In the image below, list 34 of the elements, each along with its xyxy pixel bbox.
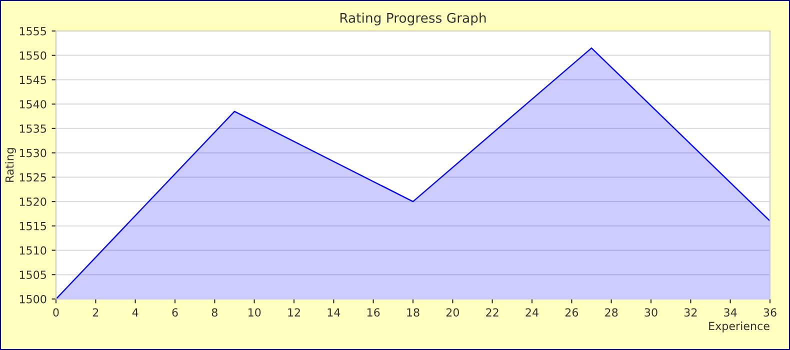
x-tick-label: 22	[486, 308, 498, 316]
x-tick-label: 14	[328, 308, 340, 316]
x-tick-label: 8	[212, 308, 218, 317]
y-tick-label: 1530	[20, 148, 46, 158]
y-tick-label: 1515	[20, 222, 46, 230]
y-tick-label: 1550	[20, 51, 46, 60]
x-tick-label: 10	[248, 308, 261, 317]
y-tick-label: 1525	[20, 173, 46, 182]
y-tick-label: 1510	[20, 246, 46, 255]
y-tick-label: 1520	[20, 198, 46, 206]
y-tick-label: 1535	[20, 124, 46, 133]
y-tick-label: 1555	[20, 27, 46, 36]
x-tick-label: 34	[724, 308, 737, 317]
x-tick-label: 30	[644, 308, 658, 317]
x-tick-label: 32	[684, 308, 697, 317]
x-tick-label: 36	[764, 308, 776, 317]
y-tick-label: 1540	[20, 100, 46, 108]
x-tick-label: 6	[172, 308, 178, 317]
y-axis-title: Rating	[5, 148, 16, 182]
y-tick-label: 1505	[20, 270, 46, 280]
x-tick-label: 28	[605, 308, 618, 317]
x-tick-label: 24	[526, 308, 538, 316]
x-tick-label: 16	[367, 308, 380, 317]
x-axis-title: Experience	[709, 322, 770, 332]
x-tick-label: 20	[446, 308, 459, 317]
y-tick-label: 1545	[20, 76, 46, 84]
x-tick-label: 0	[53, 308, 59, 317]
chart-title: Rating Progress Graph	[340, 12, 486, 26]
y-tick-label: 1500	[20, 294, 46, 304]
x-tick-label: 12	[288, 308, 300, 316]
x-tick-label: 4	[132, 308, 138, 316]
x-tick-label: 26	[565, 308, 578, 317]
x-tick-label: 18	[407, 308, 420, 317]
x-tick-label: 2	[92, 308, 98, 316]
